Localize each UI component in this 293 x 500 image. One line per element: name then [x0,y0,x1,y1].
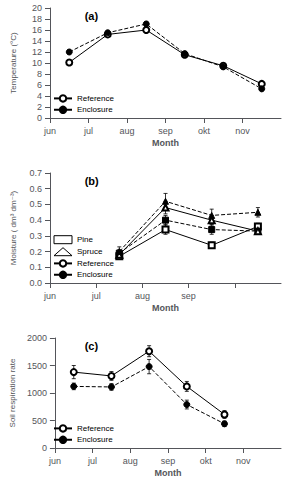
svg-text:4: 4 [37,91,42,101]
svg-text:0.5: 0.5 [29,199,42,209]
svg-text:(c): (c) [85,340,99,352]
svg-text:0.0: 0.0 [29,278,42,288]
svg-text:12: 12 [32,47,42,57]
svg-text:Month: Month [152,138,179,148]
svg-text:Reference: Reference [77,424,114,433]
svg-text:sep: sep [161,456,176,466]
svg-text:0.4: 0.4 [29,215,42,225]
svg-text:Enclosure: Enclosure [77,435,113,444]
svg-text:(a): (a) [85,10,99,22]
svg-text:jun: jun [43,291,56,301]
svg-text:aug: aug [119,126,134,136]
svg-text:aug: aug [123,456,138,466]
svg-text:Month: Month [152,303,179,313]
svg-text:Soil respiration rate: Soil respiration rate [8,358,17,427]
svg-text:Temperature (°C): Temperature (°C) [9,32,18,94]
svg-text:Reference: Reference [77,259,114,268]
svg-text:Enclosure: Enclosure [77,270,113,279]
svg-text:0: 0 [37,113,42,123]
svg-text:Spruce: Spruce [77,247,103,256]
svg-text:1000: 1000 [27,388,47,398]
svg-text:6: 6 [37,80,42,90]
svg-text:500: 500 [32,416,47,426]
svg-text:0: 0 [42,443,47,453]
svg-text:1500: 1500 [27,361,47,371]
svg-text:Moisture ( dm³ dm⁻³): Moisture ( dm³ dm⁻³) [9,190,18,265]
svg-text:jul: jul [87,456,97,466]
svg-text:18: 18 [32,14,42,24]
svg-text:jul: jul [91,291,101,301]
svg-text:Pine: Pine [77,235,94,244]
svg-text:Reference: Reference [77,94,114,103]
svg-text:0.7: 0.7 [29,168,42,178]
svg-text:0.2: 0.2 [29,247,42,257]
svg-text:Enclosure: Enclosure [77,105,113,114]
svg-text:Month: Month [154,468,181,478]
svg-text:okt: okt [198,126,211,136]
svg-text:2000: 2000 [27,333,47,343]
svg-text:0.3: 0.3 [29,231,42,241]
svg-text:jul: jul [83,126,93,136]
svg-text:20: 20 [32,3,42,13]
svg-text:2: 2 [37,102,42,112]
svg-text:0.6: 0.6 [29,184,42,194]
svg-text:14: 14 [32,36,42,46]
svg-text:sep: sep [158,126,173,136]
svg-text:nov: nov [235,126,250,136]
svg-text:jun: jun [48,456,61,466]
svg-text:0.1: 0.1 [29,262,42,272]
svg-text:16: 16 [32,25,42,35]
svg-text:10: 10 [32,58,42,68]
svg-text:okt: okt [200,456,213,466]
svg-text:8: 8 [37,69,42,79]
svg-text:jun: jun [43,126,56,136]
svg-text:(b): (b) [85,175,99,187]
svg-text:aug: aug [135,291,150,301]
svg-text:sep: sep [181,291,196,301]
svg-text:nov: nov [236,456,251,466]
